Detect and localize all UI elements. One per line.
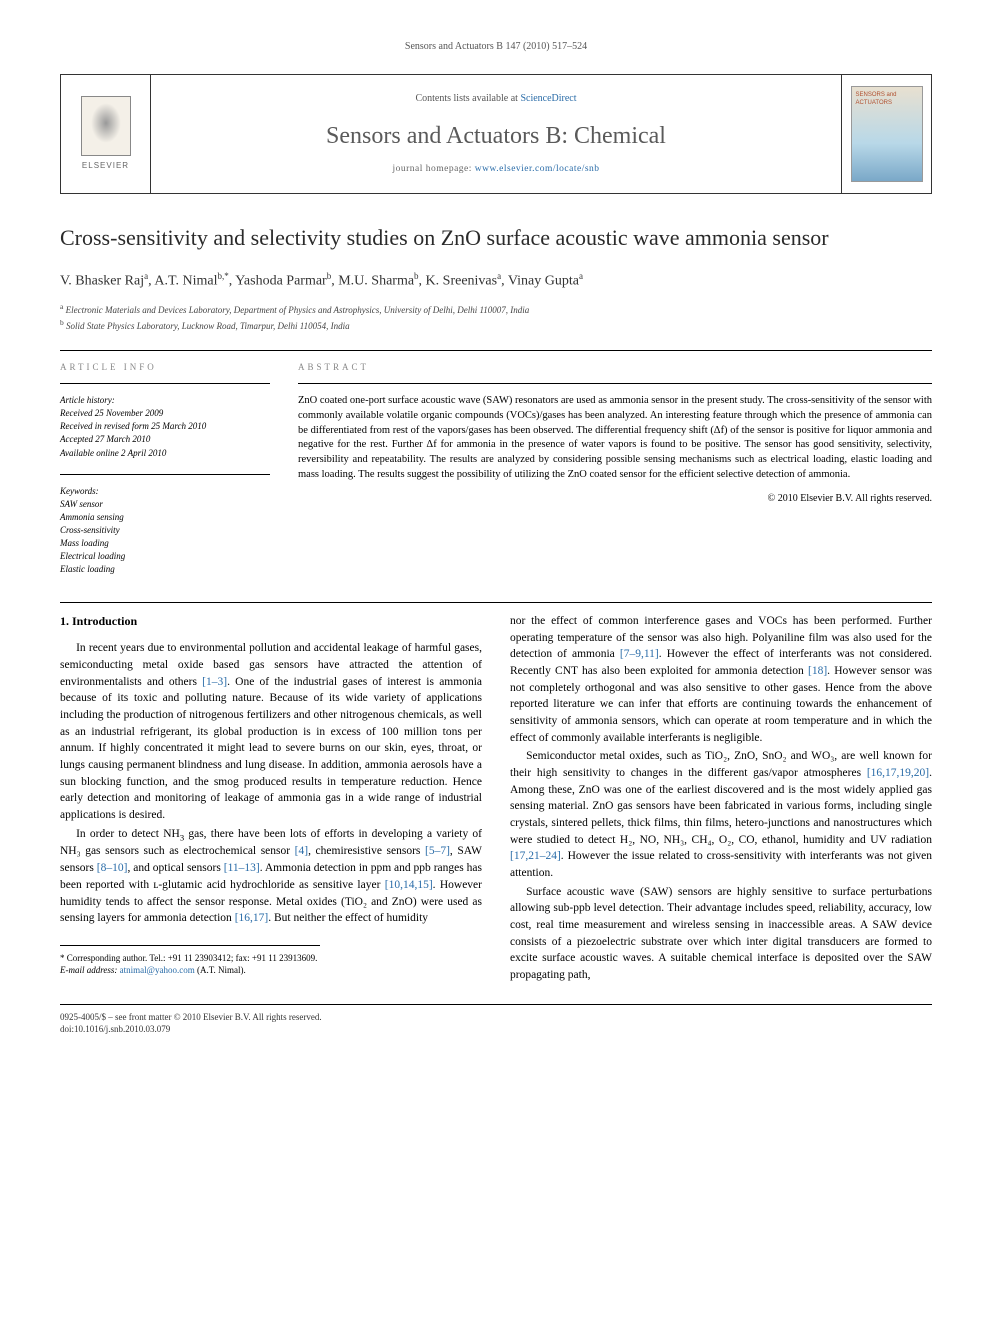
authors-line: V. Bhasker Raja, A.T. Nimalb,*, Yashoda … <box>60 270 932 291</box>
elsevier-tree-icon <box>81 96 131 156</box>
body-paragraph: nor the effect of common interference ga… <box>510 613 932 746</box>
corr-email-link[interactable]: atnimal@yahoo.com <box>120 965 195 975</box>
sciencedirect-link[interactable]: ScienceDirect <box>520 93 576 104</box>
abstract-label: ABSTRACT <box>298 361 932 374</box>
journal-header-center: Contents lists available at ScienceDirec… <box>151 75 841 193</box>
affiliation-b-text: Solid State Physics Laboratory, Lucknow … <box>66 321 350 331</box>
article-history-block: Article history: Received 25 November 20… <box>60 394 270 459</box>
contents-prefix: Contents lists available at <box>415 93 520 104</box>
section-heading-intro: 1. Introduction <box>60 613 482 630</box>
body-paragraph: Surface acoustic wave (SAW) sensors are … <box>510 884 932 984</box>
body-paragraph: Semiconductor metal oxides, such as TiO₂… <box>510 748 932 881</box>
contents-available-line: Contents lists available at ScienceDirec… <box>161 92 831 106</box>
top-divider <box>60 350 932 351</box>
cover-label: SENSORS and ACTUATORS <box>856 92 897 106</box>
abstract-column: ABSTRACT ZnO coated one-port surface aco… <box>298 361 932 576</box>
body-paragraph: In recent years due to environmental pol… <box>60 640 482 823</box>
footer-front-matter: 0925-4005/$ – see front matter © 2010 El… <box>60 1011 932 1024</box>
keyword-item: Elastic loading <box>60 564 115 574</box>
abstract-divider <box>298 383 932 384</box>
info-divider-1 <box>60 383 270 384</box>
keyword-item: SAW sensor <box>60 499 103 509</box>
article-info-label: ARTICLE INFO <box>60 361 270 374</box>
article-title: Cross-sensitivity and selectivity studie… <box>60 224 932 252</box>
history-item: Available online 2 April 2010 <box>60 448 166 458</box>
history-item: Received in revised form 25 March 2010 <box>60 421 206 431</box>
homepage-url[interactable]: www.elsevier.com/locate/snb <box>475 164 600 174</box>
journal-cover-thumbnail: SENSORS and ACTUATORS <box>851 86 923 182</box>
journal-header: ELSEVIER Contents lists available at Sci… <box>60 74 932 194</box>
running-header: Sensors and Actuators B 147 (2010) 517–5… <box>60 40 932 54</box>
homepage-line: journal homepage: www.elsevier.com/locat… <box>161 163 831 176</box>
corr-email-suffix: (A.T. Nimal). <box>195 965 246 975</box>
body-paragraph: In order to detect NH3 gas, there have b… <box>60 826 482 927</box>
history-header: Article history: <box>60 394 270 407</box>
abstract-copyright: © 2010 Elsevier B.V. All rights reserved… <box>298 492 932 506</box>
keyword-item: Mass loading <box>60 538 109 548</box>
affiliation-a: a Electronic Materials and Devices Labor… <box>60 301 932 318</box>
info-divider-2 <box>60 474 270 475</box>
keyword-item: Electrical loading <box>60 551 125 561</box>
footer-doi: doi:10.1016/j.snb.2010.03.079 <box>60 1023 932 1036</box>
affiliations-block: a Electronic Materials and Devices Labor… <box>60 301 932 334</box>
keywords-header: Keywords: <box>60 486 99 496</box>
journal-title: Sensors and Actuators B: Chemical <box>161 120 831 154</box>
body-p2-pre: In order to detect NH <box>76 828 180 840</box>
homepage-prefix: journal homepage: <box>392 164 474 174</box>
history-item: Accepted 27 March 2010 <box>60 434 150 444</box>
history-item: Received 25 November 2009 <box>60 408 163 418</box>
journal-cover-box: SENSORS and ACTUATORS <box>841 75 931 193</box>
keyword-item: Cross-sensitivity <box>60 525 120 535</box>
publisher-logo-box: ELSEVIER <box>61 75 151 193</box>
body-p2-post: gas, there have been lots of efforts in … <box>60 828 482 924</box>
abstract-text: ZnO coated one-port surface acoustic wav… <box>298 394 932 482</box>
publisher-label: ELSEVIER <box>82 160 129 171</box>
info-abstract-row: ARTICLE INFO Article history: Received 2… <box>60 361 932 576</box>
corr-line-1: * Corresponding author. Tel.: +91 11 239… <box>60 952 320 965</box>
corr-email-label: E-mail address: <box>60 965 120 975</box>
article-info-column: ARTICLE INFO Article history: Received 2… <box>60 361 270 576</box>
body-columns: 1. Introduction In recent years due to e… <box>60 613 932 984</box>
page-footer: 0925-4005/$ – see front matter © 2010 El… <box>60 1004 932 1036</box>
affiliation-b: b Solid State Physics Laboratory, Luckno… <box>60 317 932 334</box>
keyword-item: Ammonia sensing <box>60 512 124 522</box>
keywords-block: Keywords: SAW sensor Ammonia sensing Cro… <box>60 485 270 576</box>
mid-divider <box>60 602 932 603</box>
corresponding-author-footer: * Corresponding author. Tel.: +91 11 239… <box>60 945 320 977</box>
affiliation-a-text: Electronic Materials and Devices Laborat… <box>66 305 530 315</box>
corr-email-line: E-mail address: atnimal@yahoo.com (A.T. … <box>60 964 320 977</box>
